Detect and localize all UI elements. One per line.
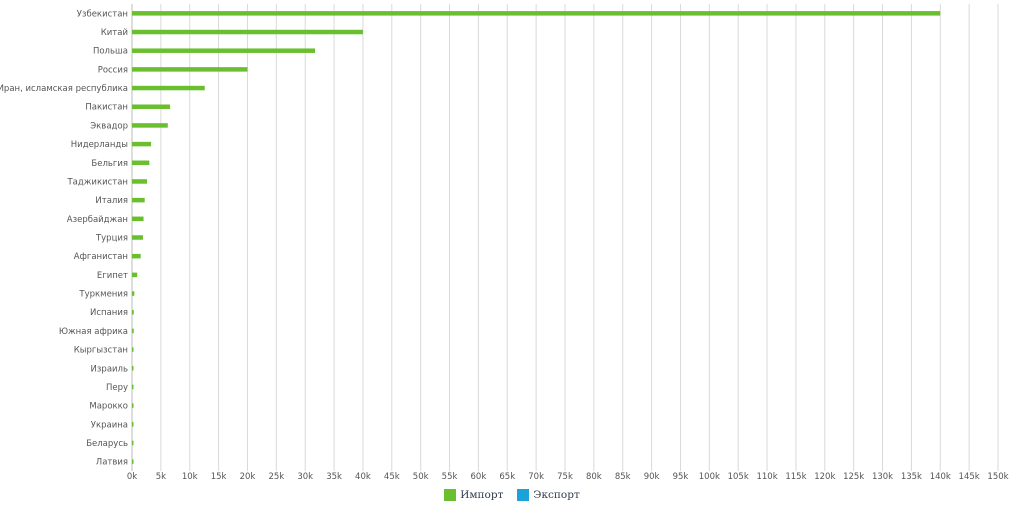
category-label: Перу bbox=[106, 383, 128, 393]
bar-import[interactable] bbox=[132, 328, 134, 334]
category-label: Испания bbox=[90, 308, 128, 318]
legend-item-import[interactable]: Импорт bbox=[444, 489, 503, 501]
category-labels: Узбекистан Китай Польша Россия Иран, исламск… bbox=[0, 9, 128, 467]
bar-import[interactable] bbox=[132, 48, 316, 53]
bar-import[interactable] bbox=[132, 422, 134, 427]
bar-import[interactable] bbox=[132, 141, 152, 147]
category-label: Марокко bbox=[89, 402, 128, 412]
x-tick-label: 140k bbox=[930, 472, 951, 482]
category-label: Россия bbox=[98, 65, 128, 75]
bar-import[interactable] bbox=[132, 235, 143, 240]
x-tick-label: 65k bbox=[499, 472, 515, 482]
category-label: Пакистан bbox=[85, 103, 128, 113]
category-label: Эквадор bbox=[90, 121, 128, 131]
x-tick-label: 110k bbox=[756, 472, 777, 482]
x-tick-label: 50k bbox=[413, 472, 429, 482]
x-tick-label: 70k bbox=[528, 472, 544, 482]
bar-import[interactable] bbox=[132, 272, 138, 278]
x-tick-label: 45k bbox=[384, 472, 400, 482]
x-tick-label: 15k bbox=[211, 472, 227, 482]
x-tick-label: 130k bbox=[872, 472, 893, 482]
bar-import[interactable] bbox=[132, 67, 248, 72]
x-tick-label: 35k bbox=[326, 472, 342, 482]
bar-import[interactable] bbox=[132, 11, 941, 16]
legend: Импорт Экспорт bbox=[0, 486, 1024, 504]
bars bbox=[132, 11, 941, 464]
category-label: Латвия bbox=[96, 458, 128, 468]
legend-swatch-import bbox=[444, 489, 457, 501]
x-tick-label: 125k bbox=[843, 472, 864, 482]
x-tick-label: 20k bbox=[240, 472, 256, 482]
bar-import[interactable] bbox=[132, 253, 141, 259]
legend-label-import: Импорт bbox=[460, 489, 504, 501]
x-tick-label: 0k bbox=[127, 472, 137, 482]
x-tick-label: 95k bbox=[673, 472, 689, 482]
legend-swatch-export bbox=[517, 489, 530, 501]
legend-label-export: Экспорт bbox=[533, 489, 580, 501]
x-tick-label: 80k bbox=[586, 472, 602, 482]
category-label: Таджикистан bbox=[66, 177, 128, 187]
x-tick-label: 40k bbox=[355, 472, 371, 482]
x-tick-label: 115k bbox=[785, 472, 806, 482]
bar-import[interactable] bbox=[132, 291, 135, 296]
bar-import[interactable] bbox=[132, 123, 168, 128]
bar-import[interactable] bbox=[132, 197, 145, 203]
category-label: Польша bbox=[93, 47, 128, 57]
bar-import[interactable] bbox=[132, 104, 171, 109]
category-label: Украина bbox=[91, 420, 128, 430]
x-tick-label: 135k bbox=[901, 472, 922, 482]
category-label: Афганистан bbox=[74, 252, 128, 262]
x-tick-label: 105k bbox=[728, 472, 749, 482]
bar-import[interactable] bbox=[132, 216, 144, 222]
bar-import[interactable] bbox=[132, 179, 148, 184]
category-label: Италия bbox=[95, 196, 128, 206]
category-label: Узбекистан bbox=[77, 9, 128, 19]
category-label: Нидерланды bbox=[71, 140, 128, 150]
x-tick-label: 30k bbox=[297, 472, 313, 482]
bar-import[interactable] bbox=[132, 347, 134, 352]
bar-import[interactable] bbox=[132, 459, 134, 464]
x-tick-label: 5k bbox=[156, 472, 166, 482]
category-label: Турция bbox=[95, 234, 128, 244]
x-tick-label: 10k bbox=[182, 472, 198, 482]
category-label: Азербайджан bbox=[67, 215, 128, 225]
x-tick-label: 145k bbox=[959, 472, 980, 482]
category-label: Туркмения bbox=[78, 290, 128, 300]
bar-import[interactable] bbox=[132, 366, 134, 371]
category-label: Бельгия bbox=[91, 159, 128, 169]
x-tick-label: 75k bbox=[557, 472, 573, 482]
x-tick-label: 60k bbox=[471, 472, 487, 482]
category-label: Египет bbox=[97, 271, 128, 281]
category-label: Израиль bbox=[91, 364, 128, 374]
bar-import[interactable] bbox=[132, 309, 134, 315]
legend-item-export[interactable]: Экспорт bbox=[517, 489, 580, 501]
bar-import[interactable] bbox=[132, 85, 205, 91]
grid-lines bbox=[131, 4, 999, 471]
category-label: Иран, исламская республика bbox=[0, 84, 128, 94]
bar-import[interactable] bbox=[132, 29, 363, 35]
bar-import[interactable] bbox=[132, 403, 134, 408]
category-label: Кыргызстан bbox=[74, 346, 128, 356]
x-axis-tick-labels: 0k 5k 10k 15k 20k 25k 30k 35k 40k 45k 50k 55k 60k 65k… bbox=[127, 472, 1009, 482]
category-label: Китай bbox=[101, 28, 128, 38]
x-tick-label: 55k bbox=[442, 472, 458, 482]
x-tick-label: 85k bbox=[615, 472, 631, 482]
bar-import[interactable] bbox=[132, 384, 134, 390]
x-tick-label: 25k bbox=[268, 472, 284, 482]
x-tick-label: 90k bbox=[644, 472, 660, 482]
x-tick-label: 100k bbox=[699, 472, 720, 482]
category-label: Южная африка bbox=[59, 327, 128, 337]
bar-import[interactable] bbox=[132, 160, 150, 166]
bar-import[interactable] bbox=[132, 440, 134, 446]
x-tick-label: 120k bbox=[814, 472, 835, 482]
category-label: Беларусь bbox=[86, 439, 128, 449]
x-tick-label: 150k bbox=[987, 472, 1008, 482]
